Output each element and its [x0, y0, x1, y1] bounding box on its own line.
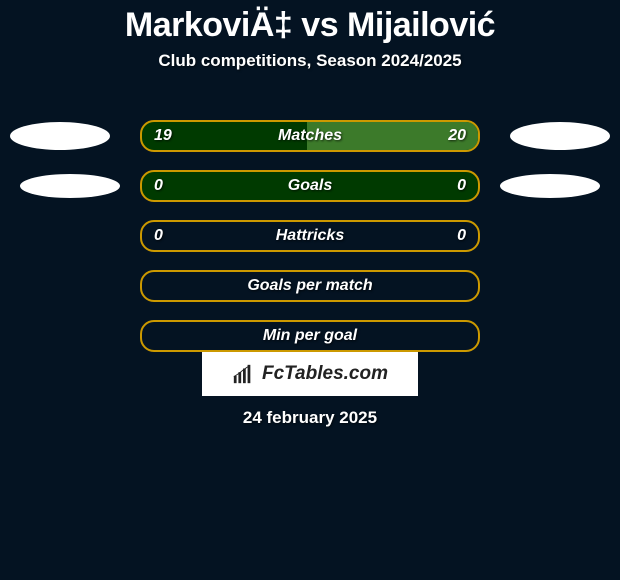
stat-label: Matches [278, 127, 342, 145]
player-left-avatar-mid [20, 174, 120, 198]
player-left-avatar-top [10, 122, 110, 150]
stat-value-left: 0 [154, 177, 163, 195]
stat-row-min-per-goal: Min per goal [140, 320, 480, 352]
brand-text: FcTables.com [262, 363, 388, 385]
stat-value-right: 0 [457, 177, 466, 195]
page-subtitle: Club competitions, Season 2024/2025 [0, 51, 620, 71]
stat-value-right: 20 [448, 127, 466, 145]
stat-label: Min per goal [263, 327, 357, 345]
stat-row-goals: Goals 0 0 [140, 170, 480, 202]
stat-label: Goals [288, 177, 332, 195]
stat-row-hattricks: Hattricks 0 0 [140, 220, 480, 252]
stat-label: Hattricks [276, 227, 344, 245]
player-right-avatar-mid [500, 174, 600, 198]
chart-icon [232, 363, 254, 385]
date-label: 24 february 2025 [0, 408, 620, 428]
stat-value-left: 19 [154, 127, 172, 145]
brand-badge: FcTables.com [202, 352, 418, 396]
page-title: MarkoviÄ‡ vs Mijailović [0, 0, 620, 45]
player-right-avatar-top [510, 122, 610, 150]
stat-value-left: 0 [154, 227, 163, 245]
stat-value-right: 0 [457, 227, 466, 245]
stat-label: Goals per match [247, 277, 372, 295]
stat-row-matches: Matches 19 20 [140, 120, 480, 152]
stat-row-goals-per-match: Goals per match [140, 270, 480, 302]
